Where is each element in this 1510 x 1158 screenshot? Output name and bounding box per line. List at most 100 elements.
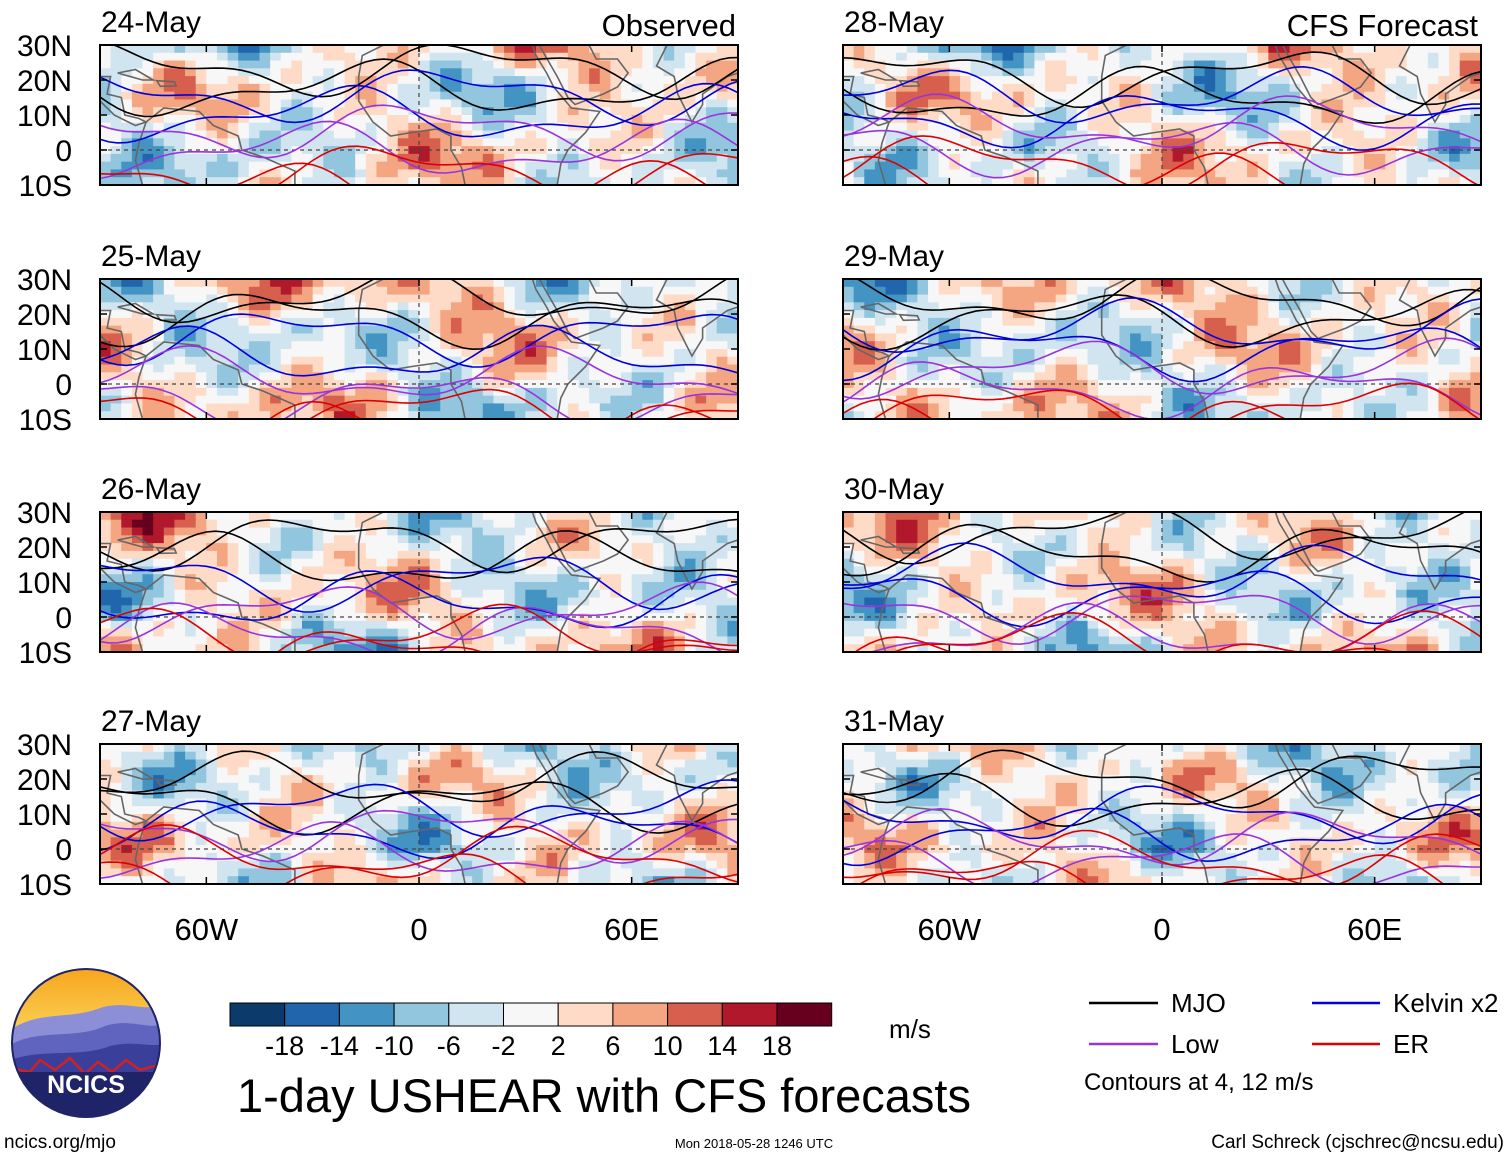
heatmap-cell	[631, 620, 643, 630]
heatmap-cell	[100, 512, 112, 521]
heatmap-cell	[493, 364, 505, 373]
heatmap-cell	[270, 364, 282, 373]
heatmap-cell	[227, 550, 239, 560]
heatmap-cell	[482, 876, 495, 884]
heatmap-cell	[121, 387, 133, 397]
heatmap-cell	[323, 279, 335, 288]
heatmap-cell	[493, 597, 505, 606]
heatmap-cell	[461, 751, 473, 761]
heatmap-cell	[1321, 99, 1333, 108]
heatmap-cell	[163, 744, 176, 753]
heatmap-cell	[270, 744, 282, 753]
heatmap-cell	[291, 837, 303, 846]
heatmap-cell	[493, 286, 505, 296]
heatmap-cell	[323, 597, 335, 606]
heatmap-cell	[333, 411, 346, 419]
heatmap-cell	[567, 860, 580, 870]
heatmap-cell	[1055, 52, 1067, 62]
heatmap-cell	[355, 519, 367, 529]
heatmap-cell	[482, 177, 495, 185]
heatmap-cell	[450, 798, 463, 807]
heatmap-cell	[440, 395, 452, 405]
heatmap-cell	[610, 574, 622, 583]
heatmap-cell	[493, 543, 505, 552]
heatmap-cell	[567, 605, 580, 614]
heatmap-cell	[546, 99, 558, 108]
heatmap-cell	[727, 759, 738, 768]
heatmap-cell	[1332, 91, 1344, 101]
heatmap-cell	[599, 83, 611, 93]
heatmap-cell	[1183, 99, 1195, 108]
heatmap-cell	[302, 302, 314, 311]
heatmap-cell	[323, 620, 335, 630]
heatmap-cell	[174, 558, 186, 568]
heatmap-cell	[280, 782, 292, 792]
heatmap-cell	[567, 814, 580, 823]
heatmap-cell	[706, 527, 718, 536]
heatmap-cell	[397, 574, 409, 583]
heatmap-cell	[142, 91, 154, 101]
heatmap-cell	[610, 153, 622, 163]
heatmap-cell	[248, 767, 261, 776]
heatmap-cell	[695, 550, 707, 560]
heatmap-cell	[652, 597, 665, 606]
heatmap-cell	[663, 837, 675, 846]
heatmap-cell	[344, 644, 356, 652]
heatmap-cell	[663, 325, 675, 335]
heatmap-cell	[727, 302, 738, 311]
heatmap-cell	[525, 161, 537, 171]
heatmap-cell	[333, 279, 346, 288]
heatmap-cell	[110, 76, 122, 85]
heatmap-cell	[461, 868, 473, 877]
heatmap-cell	[270, 169, 282, 178]
heatmap-cell	[195, 169, 207, 178]
heatmap-cell	[216, 294, 229, 303]
heatmap-cell	[1289, 83, 1301, 93]
heatmap-cell	[843, 68, 855, 77]
heatmap-cell	[312, 341, 324, 350]
heatmap-cell	[557, 169, 569, 178]
heatmap-cell	[706, 767, 718, 776]
heatmap-cell	[567, 411, 580, 419]
heatmap-cell	[981, 107, 993, 116]
heatmap-cell	[472, 597, 484, 606]
heatmap-cell	[514, 512, 526, 521]
heatmap-cell	[1066, 99, 1078, 108]
heatmap-cell	[504, 403, 516, 412]
heatmap-cell	[525, 829, 537, 838]
heatmap-cell	[631, 852, 643, 862]
heatmap-cell	[163, 294, 176, 303]
heatmap-cell	[599, 636, 611, 645]
heatmap-cell	[153, 387, 165, 397]
heatmap-cell	[557, 395, 569, 405]
heatmap-cell	[280, 636, 292, 645]
heatmap-cell	[1023, 76, 1035, 85]
heatmap-cell	[1204, 45, 1216, 54]
heatmap-cell	[131, 868, 144, 877]
heatmap-cell	[706, 372, 718, 381]
heatmap-cell	[280, 356, 292, 366]
heatmap-cell	[599, 628, 611, 638]
heatmap-cell	[100, 302, 112, 311]
heatmap-cell	[621, 574, 633, 583]
heatmap-cell	[216, 519, 229, 529]
heatmap-cell	[674, 161, 686, 171]
heatmap-cell	[1055, 83, 1067, 93]
heatmap-cell	[387, 767, 399, 776]
heatmap-cell	[163, 868, 176, 877]
heatmap-cell	[642, 310, 654, 319]
heatmap-cell	[461, 115, 473, 124]
y-tick-label: 0	[55, 369, 72, 402]
heatmap-cell	[663, 349, 675, 358]
heatmap-cell	[567, 45, 580, 54]
heatmap-cell	[206, 535, 218, 544]
heatmap-cell	[259, 302, 271, 311]
heatmap-cell	[599, 411, 611, 419]
heatmap-cell	[610, 138, 622, 147]
heatmap-cell	[450, 45, 463, 54]
heatmap-cell	[270, 138, 282, 147]
heatmap-cell	[419, 605, 431, 614]
heatmap-cell	[514, 138, 526, 147]
heatmap-cell	[504, 122, 516, 132]
heatmap-cell	[206, 325, 218, 335]
